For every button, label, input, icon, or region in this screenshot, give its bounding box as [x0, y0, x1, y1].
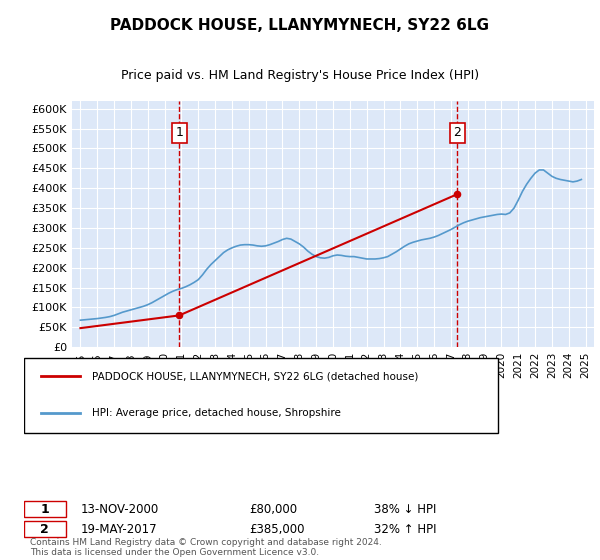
- Text: 2: 2: [40, 522, 49, 536]
- FancyBboxPatch shape: [24, 521, 66, 537]
- Text: 19-MAY-2017: 19-MAY-2017: [80, 522, 157, 536]
- Point: [175, 311, 184, 320]
- Text: 1: 1: [175, 127, 183, 139]
- FancyBboxPatch shape: [24, 358, 498, 433]
- Text: PADDOCK HOUSE, LLANYMYNECH, SY22 6LG (detached house): PADDOCK HOUSE, LLANYMYNECH, SY22 6LG (de…: [92, 371, 418, 381]
- Text: 32% ↑ HPI: 32% ↑ HPI: [374, 522, 436, 536]
- Text: £80,000: £80,000: [250, 502, 298, 516]
- Text: 13-NOV-2000: 13-NOV-2000: [80, 502, 158, 516]
- Text: £385,000: £385,000: [250, 522, 305, 536]
- Text: PADDOCK HOUSE, LLANYMYNECH, SY22 6LG: PADDOCK HOUSE, LLANYMYNECH, SY22 6LG: [110, 18, 490, 32]
- Text: 38% ↓ HPI: 38% ↓ HPI: [374, 502, 436, 516]
- Text: HPI: Average price, detached house, Shropshire: HPI: Average price, detached house, Shro…: [92, 408, 341, 418]
- Text: 2: 2: [454, 127, 461, 139]
- Text: Contains HM Land Registry data © Crown copyright and database right 2024.
This d: Contains HM Land Registry data © Crown c…: [29, 538, 382, 557]
- Text: Price paid vs. HM Land Registry's House Price Index (HPI): Price paid vs. HM Land Registry's House …: [121, 69, 479, 82]
- FancyBboxPatch shape: [24, 501, 66, 517]
- Text: 1: 1: [40, 502, 49, 516]
- Point: [452, 190, 462, 199]
